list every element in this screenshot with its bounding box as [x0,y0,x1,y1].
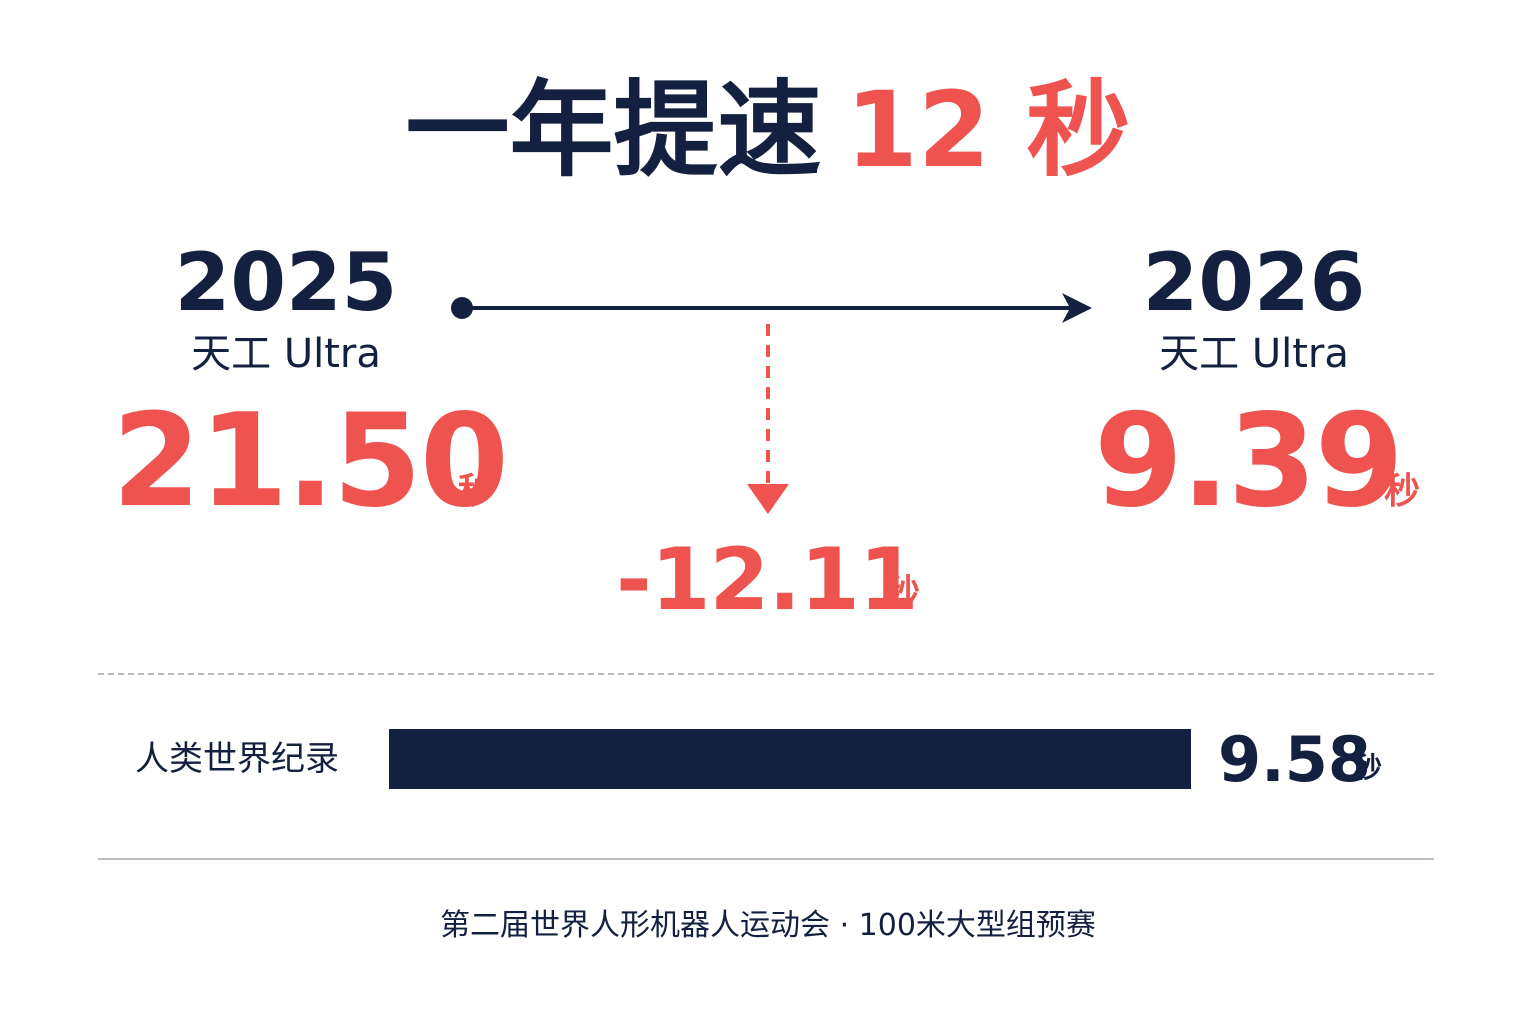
record-label: 人类世界纪录 [135,739,339,779]
left-time: 21.50 [112,387,509,536]
right-year: 2026 [1142,236,1366,329]
right-time-unit: 秒 [1384,471,1421,512]
timeline-arrow [451,293,1092,323]
record-value: 9.58 [1218,723,1371,796]
footer-caption: 第二届世界人形机器人运动会 · 100米大型组预赛 [440,908,1096,943]
left-year: 2025 [174,236,398,329]
dashed-divider [98,673,1434,675]
title-highlight: 12 秒 [845,69,1131,191]
record-unit: 秒 [1354,751,1383,784]
right-model: 天工 Ultra [1159,331,1349,377]
left-time-unit: 秒 [458,471,495,512]
delta-value: -12.11 [616,530,919,630]
delta-unit: 秒 [884,573,921,614]
right-time: 9.39 [1094,387,1404,536]
page-title: 一年提速 12 秒 [0,70,1536,190]
record-bar [389,729,1191,789]
solid-divider [98,858,1434,860]
decrease-arrow [747,324,789,514]
title-text: 一年提速 [405,69,822,191]
left-model: 天工 Ultra [191,331,381,377]
